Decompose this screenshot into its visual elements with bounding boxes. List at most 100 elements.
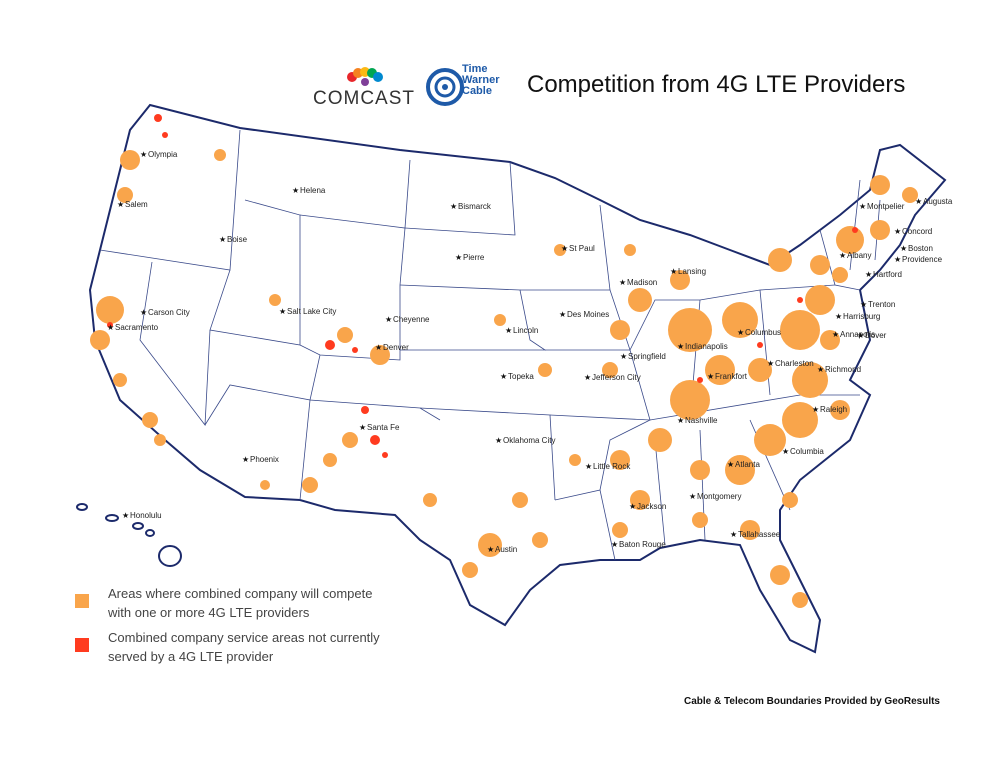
city-label: Jefferson City	[592, 373, 641, 382]
city-label: Lansing	[678, 267, 706, 276]
us-map: ★ Olympia★ Salem★ Helena★ Boise★ Bismarck★ Pie…	[76, 103, 953, 654]
coverage-area	[740, 520, 760, 540]
coverage-area	[902, 187, 918, 203]
uncovered-area	[852, 227, 858, 233]
city-star: ★	[670, 267, 677, 276]
city-star: ★	[140, 150, 147, 159]
coverage-area	[780, 310, 820, 350]
coverage-area	[754, 424, 786, 456]
city-star: ★	[620, 352, 627, 361]
city-label: Austin	[495, 545, 517, 554]
coverage-area	[670, 380, 710, 420]
uncovered-area	[382, 452, 388, 458]
city-star: ★	[122, 511, 129, 520]
coverage-area	[214, 149, 226, 161]
city-star: ★	[730, 530, 737, 539]
city-star: ★	[500, 372, 507, 381]
city-star: ★	[865, 270, 872, 279]
coverage-area	[705, 355, 735, 385]
city-star: ★	[894, 227, 901, 236]
city-star: ★	[857, 331, 864, 340]
state-lines	[99, 129, 881, 561]
city-label: Sacramento	[115, 323, 159, 332]
legend-swatch	[75, 594, 89, 608]
coverage-area	[260, 480, 270, 490]
coverage-area	[832, 267, 848, 283]
city-star: ★	[915, 197, 922, 206]
city-star: ★	[689, 492, 696, 501]
coverage-area	[462, 562, 478, 578]
city-label: Boise	[227, 235, 248, 244]
city-star: ★	[487, 545, 494, 554]
coverage-area	[628, 288, 652, 312]
city-label: Jackson	[637, 502, 666, 511]
coverage-areas	[90, 114, 918, 608]
city-star: ★	[495, 436, 502, 445]
coverage-area	[692, 512, 708, 528]
city-label: Denver	[383, 343, 409, 352]
city-star: ★	[629, 502, 636, 511]
brand-comcast: COMCAST	[313, 88, 415, 109]
coverage-area	[120, 150, 140, 170]
brand-twc-line: Cable	[462, 85, 492, 97]
city-label: Charleston	[775, 359, 814, 368]
coverage-area	[610, 320, 630, 340]
city-label: Columbus	[745, 328, 781, 337]
city-star: ★	[359, 423, 366, 432]
city-star: ★	[107, 323, 114, 332]
city-label: Montpelier	[867, 202, 905, 211]
coverage-area	[538, 363, 552, 377]
city-label: Topeka	[508, 372, 534, 381]
uncovered-area	[361, 406, 369, 414]
uncovered-area	[797, 297, 803, 303]
coverage-area	[870, 175, 890, 195]
legend-swatch	[75, 638, 89, 652]
city-label: Augusta	[923, 197, 953, 206]
coverage-area	[269, 294, 281, 306]
uncovered-area	[162, 132, 168, 138]
city-star: ★	[707, 372, 714, 381]
coverage-area	[342, 432, 358, 448]
city-label: Hartford	[873, 270, 902, 279]
city-label: Honolulu	[130, 511, 162, 520]
coverage-area	[690, 460, 710, 480]
coverage-area	[820, 330, 840, 350]
twc-icon	[426, 68, 464, 106]
coverage-area	[370, 345, 390, 365]
city-label: Trenton	[868, 300, 895, 309]
city-label: Boston	[908, 244, 933, 253]
city-label: Salem	[125, 200, 148, 209]
city-label: Cheyenne	[393, 315, 430, 324]
uncovered-area	[370, 435, 380, 445]
coverage-area	[725, 455, 755, 485]
city-star: ★	[619, 278, 626, 287]
cities: ★ Olympia★ Salem★ Helena★ Boise★ Bismarck★ Pie…	[107, 150, 953, 554]
city-label: Carson City	[148, 308, 190, 317]
coverage-area	[830, 400, 850, 420]
coverage-area	[323, 453, 337, 467]
city-label: Lincoln	[513, 326, 538, 335]
uncovered-area	[757, 342, 763, 348]
city-star: ★	[860, 300, 867, 309]
city-star: ★	[385, 315, 392, 324]
coverage-area	[602, 362, 618, 378]
city-star: ★	[455, 253, 462, 262]
coverage-area	[770, 565, 790, 585]
city-star: ★	[242, 455, 249, 464]
city-star: ★	[584, 373, 591, 382]
coverage-area	[494, 314, 506, 326]
uncovered-area	[697, 377, 703, 383]
city-star: ★	[279, 307, 286, 316]
city-label: Albany	[847, 251, 871, 260]
uncovered-area	[107, 322, 113, 328]
city-star: ★	[894, 255, 901, 264]
city-star: ★	[677, 416, 684, 425]
city-label: Atlanta	[735, 460, 760, 469]
city-label: Santa Fe	[367, 423, 400, 432]
city-label: Concord	[902, 227, 932, 236]
hawaii	[76, 503, 182, 567]
city-star: ★	[835, 312, 842, 321]
city-label: Springfield	[628, 352, 666, 361]
city-label: Providence	[902, 255, 943, 264]
